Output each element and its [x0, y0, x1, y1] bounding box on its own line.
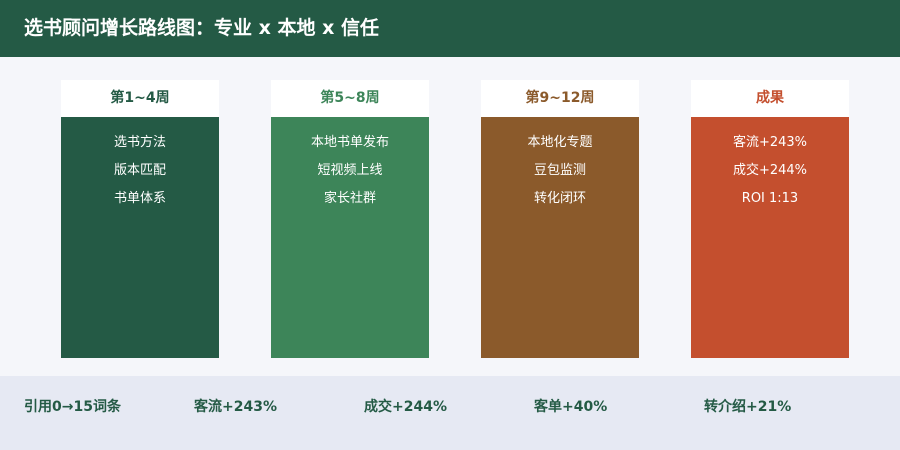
page-title: 选书顾问增长路线图：专业 x 本地 x 信任: [24, 17, 379, 39]
phase-label: 第1~4周: [61, 80, 219, 117]
metric-item: 客单+40%: [534, 399, 608, 415]
header-bar: 选书顾问增长路线图：专业 x 本地 x 信任: [0, 0, 900, 57]
phase-label: 第9~12周: [481, 80, 639, 117]
phase-item: 家长社群: [323, 191, 376, 206]
phase-item: 本地化专题: [527, 135, 593, 150]
metric-item: 转介绍+21%: [704, 399, 792, 415]
phase-item: ROI 1:13: [741, 191, 799, 206]
phase-item: 本地书单发布: [310, 135, 389, 150]
phase-column-results: 成果 客流+243% 成交+244% ROI 1:13: [691, 80, 849, 358]
phase-item: 成交+244%: [732, 163, 808, 178]
phase-item: 短视频上线: [317, 163, 383, 178]
phase-item: 豆包监测: [533, 163, 586, 178]
phase-item: 客流+243%: [732, 135, 808, 150]
phase-item: 选书方法: [113, 135, 166, 150]
metric-item: 引用0→15词条: [24, 399, 121, 415]
phase-column-week-9-12: 第9~12周 本地化专题 豆包监测 转化闭环: [481, 80, 639, 358]
phase-label: 第5~8周: [271, 80, 429, 117]
phase-label: 成果: [691, 80, 849, 117]
phase-item: 书单体系: [113, 191, 166, 206]
phase-body: 本地化专题 豆包监测 转化闭环: [481, 117, 639, 358]
metric-item: 客流+243%: [194, 399, 277, 415]
metric-item: 成交+244%: [364, 399, 447, 415]
phase-body: 选书方法 版本匹配 书单体系: [61, 117, 219, 358]
phase-body: 客流+243% 成交+244% ROI 1:13: [691, 117, 849, 358]
phase-column-week-1-4: 第1~4周 选书方法 版本匹配 书单体系: [61, 80, 219, 358]
phase-body: 本地书单发布 短视频上线 家长社群: [271, 117, 429, 358]
phase-item: 版本匹配: [113, 163, 166, 178]
phase-column-week-5-8: 第5~8周 本地书单发布 短视频上线 家长社群: [271, 80, 429, 358]
metrics-footer: 引用0→15词条 客流+243% 成交+244% 客单+40% 转介绍+21%: [0, 376, 900, 450]
phase-item: 转化闭环: [533, 191, 586, 206]
